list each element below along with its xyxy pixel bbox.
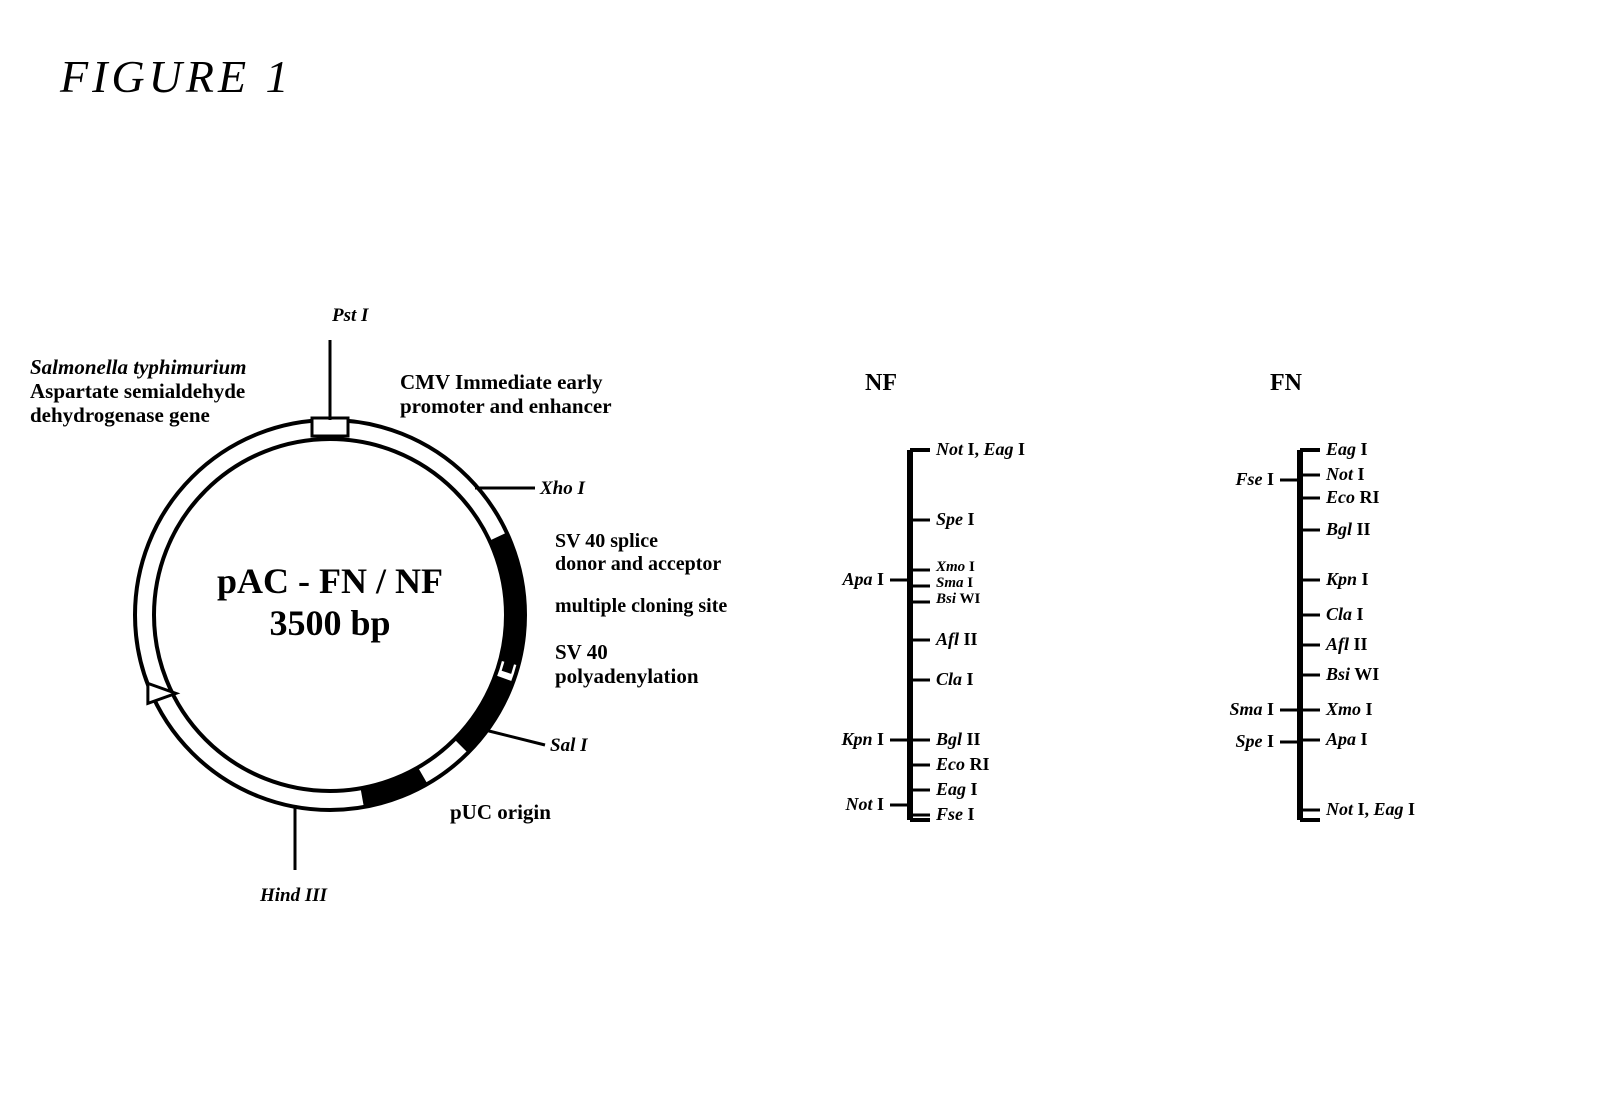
mcs-site-label: Apa I [804,569,884,590]
mcs-site-label: Spe I [1194,731,1274,752]
mcs-site-label: Bsi WI [936,591,980,608]
mcs-site-label: Cla I [936,669,974,690]
mcs-site-label: Kpn I [1326,569,1369,590]
mcs-site-label: Xmo I [1326,699,1373,720]
mcs-site-label: Bsi WI [1326,664,1379,685]
mcs-column-header: NF [865,370,897,397]
plasmid-name-line1: pAC - FN / NF [180,560,480,602]
mcs-site-label: Fse I [936,804,975,825]
mcs-site-label: Kpn I [804,729,884,750]
restriction-site-label: Sal I [550,735,588,757]
mcs-column-header: FN [1270,370,1302,397]
mcs-site-label: Not I [1326,464,1365,485]
restriction-site-label: Xho I [540,478,585,500]
mcs-site-label: Sma I [936,575,973,592]
mcs-site-label: Xmo I [936,559,975,576]
mcs-site-label: Not I [804,794,884,815]
mcs-site-label: Eag I [936,779,978,800]
mcs-site-label: Bgl II [1326,519,1371,540]
restriction-site-label: Hind III [260,885,327,907]
mcs-site-label: Bgl II [936,729,981,750]
mcs-site-label: Eco RI [936,754,990,775]
mcs-site-label: Fse I [1194,469,1274,490]
mcs-site-label: Cla I [1326,604,1364,625]
restriction-site-label: Pst I [332,305,368,327]
mcs-site-label: Afl II [1326,634,1368,655]
mcs-site-label: Eco RI [1326,487,1380,508]
mcs-site-label: Not I, Eag I [1326,799,1415,820]
mcs-site-label: Apa I [1326,729,1368,750]
plasmid-svg [0,0,820,1000]
plasmid-feature-label: pUC origin [450,800,551,824]
plasmid-name-line2: 3500 bp [180,602,480,644]
plasmid-feature-label: multiple cloning site [555,595,727,618]
mcs-site-label: Sma I [1194,699,1274,720]
mcs-site-label: Eag I [1326,439,1368,460]
mcs-site-label: Not I, Eag I [936,439,1025,460]
plasmid-feature-label: SV 40 splicedonor and acceptor [555,530,721,576]
plasmid-feature-label: CMV Immediate earlypromoter and enhancer [400,370,612,418]
plasmid-feature-label: SV 40polyadenylation [555,640,699,688]
mcs-site-label: Spe I [936,509,975,530]
plasmid-name: pAC - FN / NF 3500 bp [180,560,480,644]
plasmid-feature-label: Salmonella typhimuriumAspartate semialde… [30,355,246,427]
mcs-site-label: Afl II [936,629,978,650]
plasmid-map-area: pAC - FN / NF 3500 bp Salmonella typhimu… [0,0,820,1000]
